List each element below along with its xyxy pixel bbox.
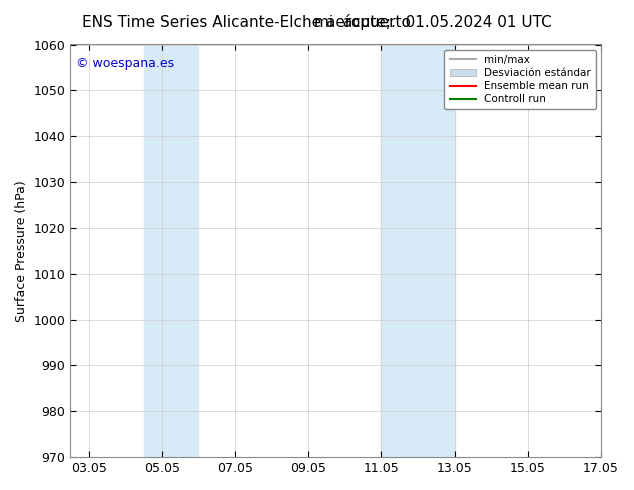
Text: ENS Time Series Alicante-Elche aeropuerto: ENS Time Series Alicante-Elche aeropuert…	[82, 15, 411, 30]
Bar	[382, 45, 455, 457]
Y-axis label: Surface Pressure (hPa): Surface Pressure (hPa)	[15, 180, 28, 322]
Text: © woespana.es: © woespana.es	[75, 57, 174, 70]
Text: mi  ácute;.  01.05.2024 01 UTC: mi ácute;. 01.05.2024 01 UTC	[314, 15, 552, 30]
Bar	[143, 45, 198, 457]
Legend: min/max, Desviación estándar, Ensemble mean run, Controll run: min/max, Desviación estándar, Ensemble m…	[444, 49, 596, 109]
